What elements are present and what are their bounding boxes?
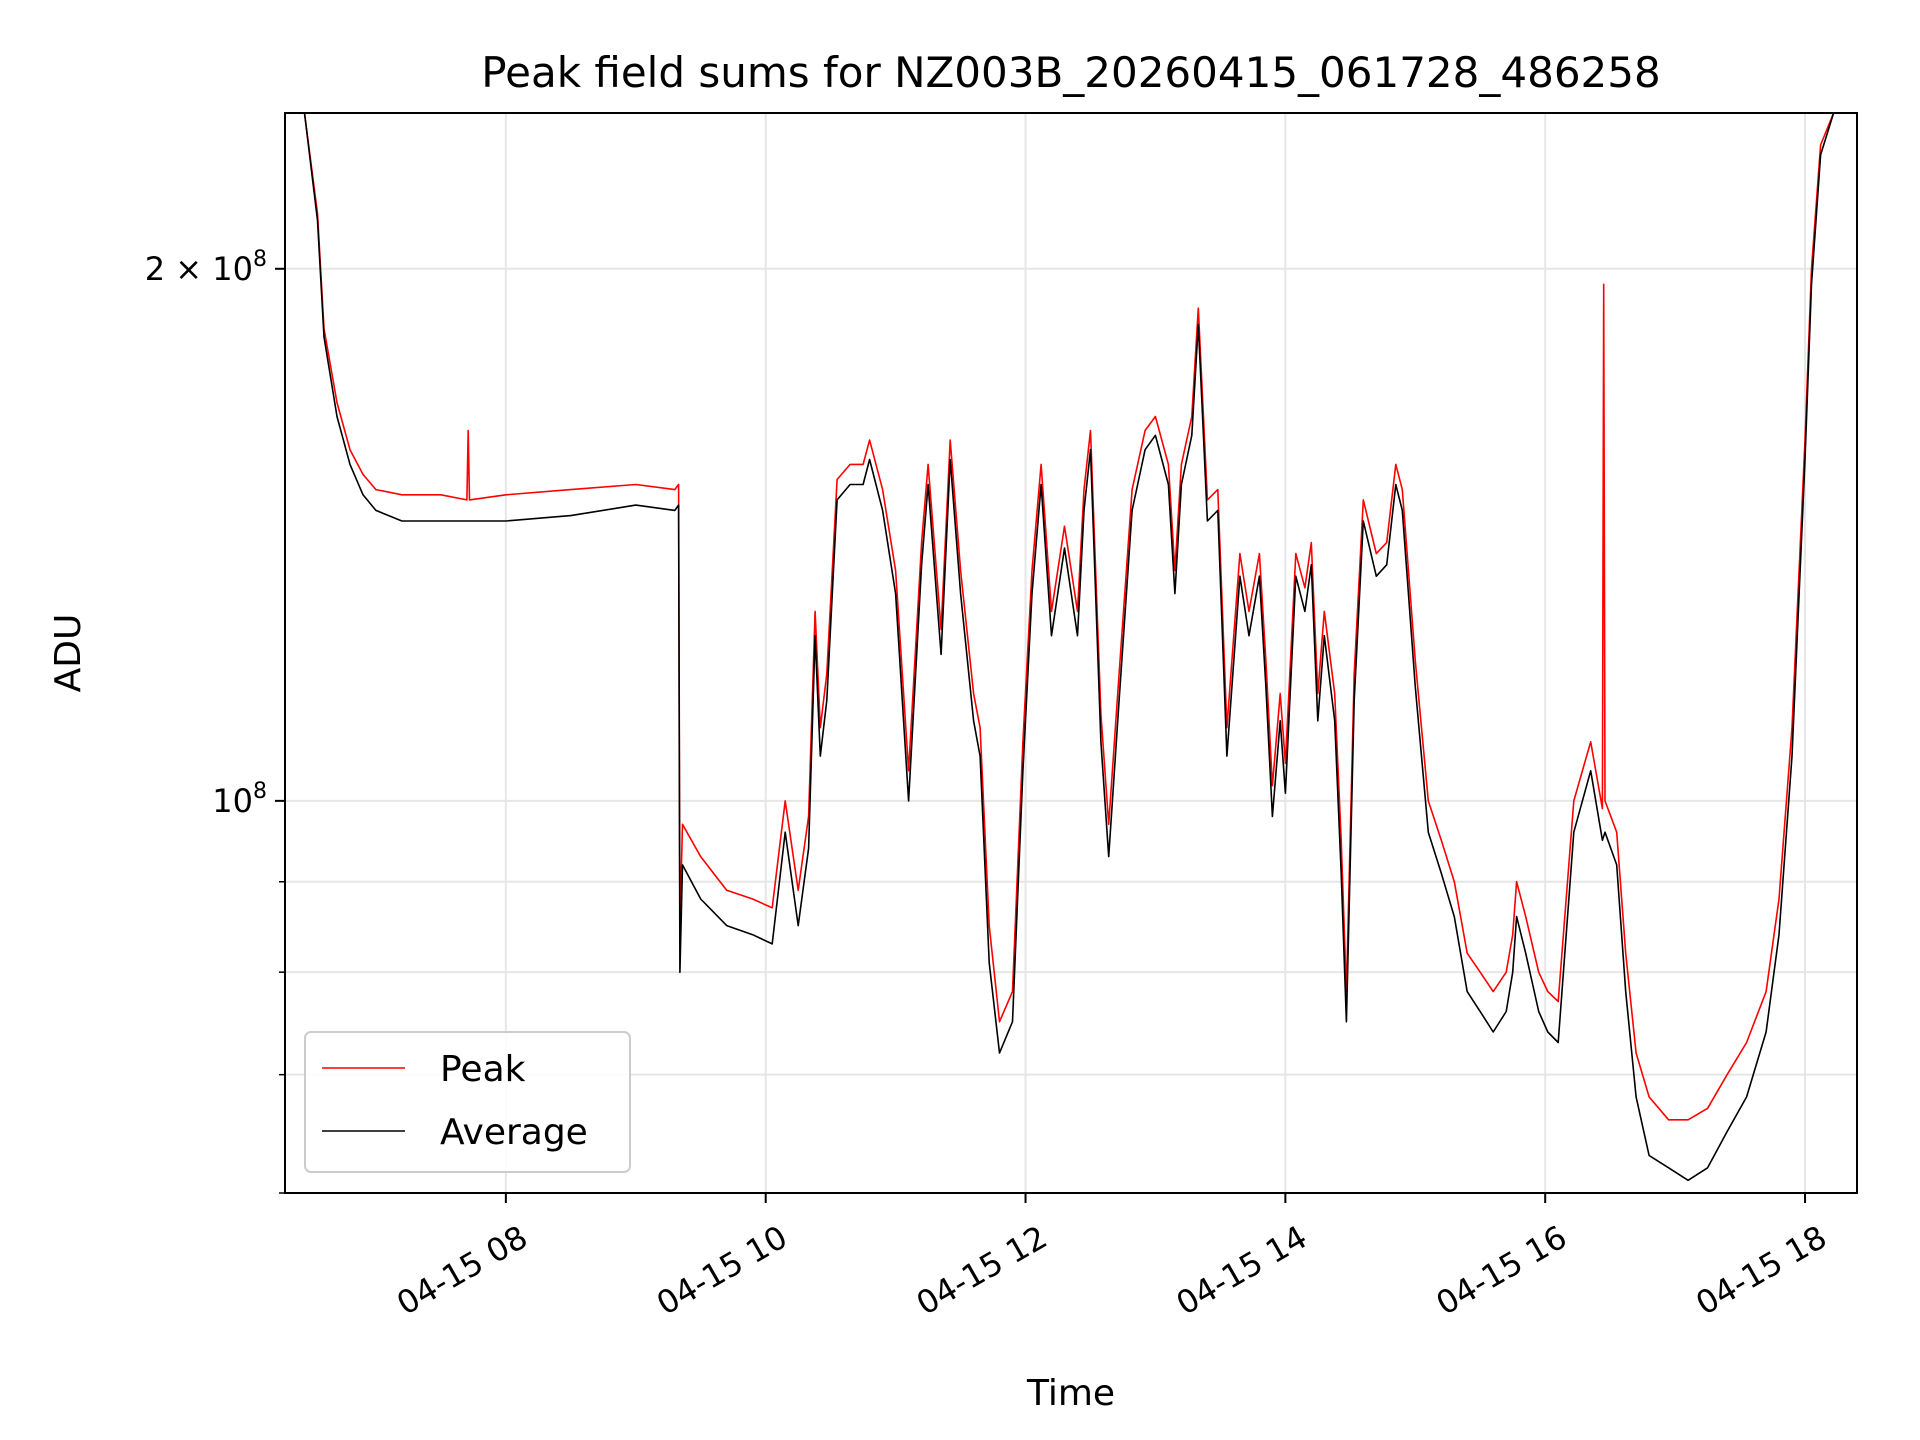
series-line-peak [285, 112, 1857, 1121]
y-axis-label: ADU [48, 614, 89, 693]
chart-title: Peak field sums for NZ003B_20260415_0617… [481, 48, 1660, 97]
y-tick-label: 108 [212, 779, 267, 820]
series-layer [285, 112, 1857, 1182]
legend-box [304, 1031, 631, 1173]
legend-label-average: Average [440, 1112, 588, 1153]
y-tick-label-base: 10 [212, 782, 253, 820]
y-tick-label-exponent: 8 [253, 247, 267, 272]
x-axis-label: Time [1026, 1373, 1115, 1414]
y-tick-label: 2 × 108 [145, 247, 267, 288]
legend: Peak Average [304, 1031, 631, 1173]
y-tick-label-exponent: 8 [253, 779, 267, 804]
legend-label-peak: Peak [440, 1049, 526, 1090]
series-line-average [285, 112, 1857, 1182]
y-tick-label-base: 2 × 10 [145, 250, 253, 288]
plot-frame [284, 112, 1858, 1194]
